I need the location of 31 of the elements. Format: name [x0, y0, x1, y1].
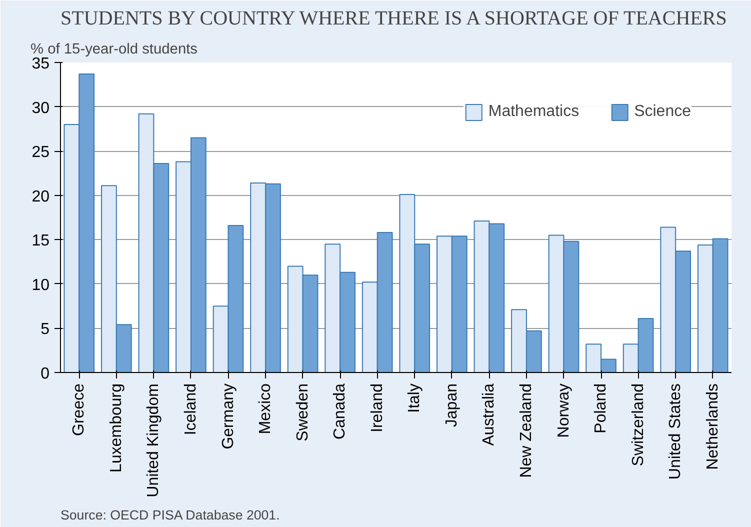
- x-tick-label: New Zealand: [518, 383, 535, 478]
- x-tick-label: Sweden: [294, 383, 312, 442]
- legend-label: Mathematics: [488, 103, 580, 121]
- x-tick-label: United States: [667, 383, 684, 480]
- y-tick-label: 25: [32, 144, 50, 162]
- y-tick-label: 15: [32, 232, 50, 250]
- x-tick-label: Iceland: [182, 384, 200, 436]
- x-tick-label: Mexico: [257, 383, 274, 434]
- y-tick-label: 35: [32, 56, 50, 72]
- y-tick-label: 20: [32, 188, 50, 206]
- y-tick-label: 30: [32, 100, 50, 117]
- x-tick-label: Netherlands: [704, 383, 722, 470]
- x-tick-label: Ireland: [368, 384, 386, 432]
- x-tick-label: Luxembourg: [108, 383, 125, 472]
- x-tick-label: Japan: [443, 384, 460, 428]
- legend-label: Science: [634, 103, 691, 121]
- x-tick-label: Poland: [592, 383, 610, 434]
- x-tick-label: Italy: [406, 384, 424, 413]
- x-tick-label: Norway: [555, 384, 572, 438]
- y-tick-label: 0: [40, 366, 50, 382]
- x-tick-label: Germany: [220, 384, 237, 450]
- x-tick-label: United Kingdom: [145, 384, 162, 498]
- y-tick-label: 10: [32, 276, 50, 294]
- source-note: Source: OECD PISA Database 2001.: [60, 508, 280, 522]
- x-tick-label: Switzerland: [630, 384, 647, 466]
- x-tick-label: Greece: [70, 383, 88, 436]
- y-tick-label: 5: [40, 321, 50, 338]
- chart-title: STUDENTS BY COUNTRY WHERE THERE IS A SHORTAGE OF TEACHERS: [60, 8, 727, 30]
- x-tick-label: Canada: [332, 383, 349, 440]
- x-tick-label: Australia: [480, 383, 498, 446]
- y-axis-title: % of 15-year-old students: [30, 42, 198, 58]
